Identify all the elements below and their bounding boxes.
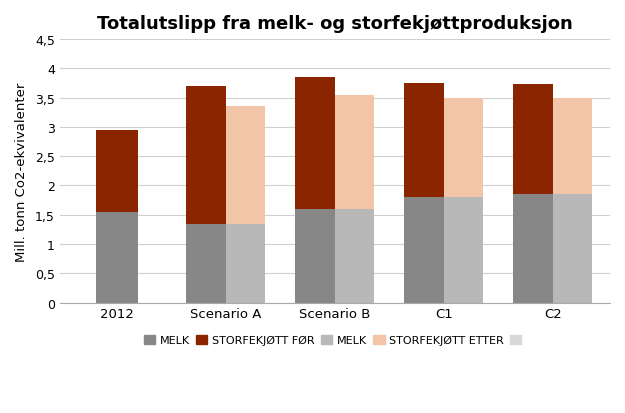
Y-axis label: Mill. tonn Co2-ekvivalenter: Mill. tonn Co2-ekvivalenter <box>15 82 28 261</box>
Bar <box>444 198 483 303</box>
Legend: MELK, STORFEKJØTT FØR, MELK, STORFEKJØTT ETTER, : MELK, STORFEKJØTT FØR, MELK, STORFEKJØTT… <box>139 330 531 350</box>
Bar <box>96 212 138 303</box>
Bar <box>514 85 553 195</box>
Bar <box>553 98 592 195</box>
Bar <box>96 131 138 212</box>
Bar <box>296 78 335 209</box>
Bar <box>296 209 335 303</box>
Bar <box>226 224 266 303</box>
Title: Totalutslipp fra melk- og storfekjøttproduksjon: Totalutslipp fra melk- og storfekjøttpro… <box>97 15 572 33</box>
Bar <box>186 224 226 303</box>
Bar <box>335 95 374 209</box>
Bar <box>514 195 553 303</box>
Bar <box>553 195 592 303</box>
Bar <box>444 98 483 198</box>
Bar <box>404 198 444 303</box>
Bar <box>226 107 266 224</box>
Bar <box>186 87 226 224</box>
Bar <box>404 84 444 198</box>
Bar <box>335 209 374 303</box>
